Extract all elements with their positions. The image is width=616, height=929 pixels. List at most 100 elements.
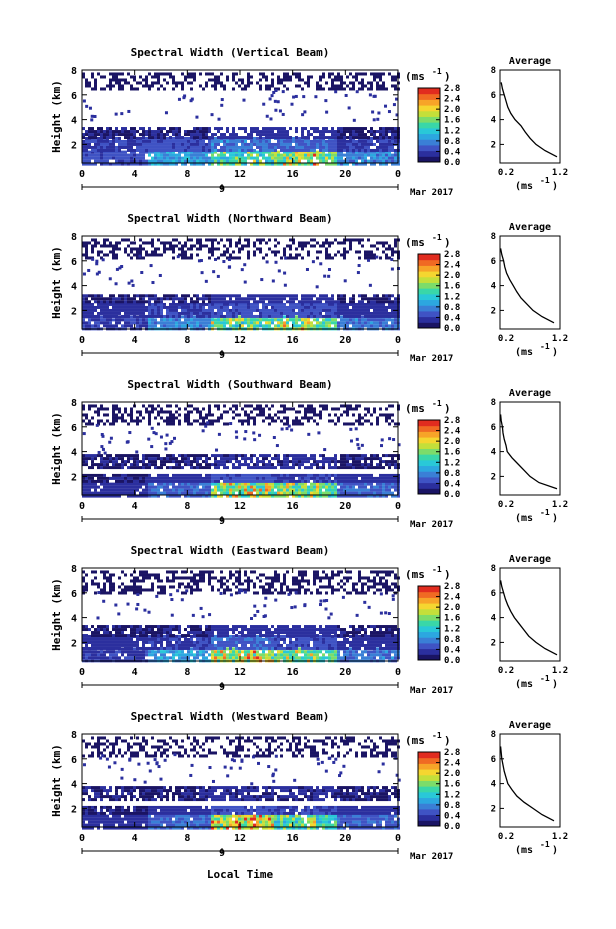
heatmap-cell xyxy=(118,315,121,319)
heatmap-cell xyxy=(361,156,364,160)
heatmap-cell xyxy=(82,272,86,276)
heatmap-cell xyxy=(109,488,112,492)
heatmap-cell xyxy=(229,460,232,464)
heatmap-cell xyxy=(193,315,196,319)
heatmap-cell xyxy=(112,457,115,461)
heatmap-cell xyxy=(277,297,280,301)
heatmap-cell xyxy=(382,482,385,486)
heatmap-cell xyxy=(259,410,262,414)
heatmap-cell xyxy=(184,136,187,140)
heatmap-cell xyxy=(145,253,148,257)
heatmap-cell xyxy=(139,294,142,298)
heatmap-cell xyxy=(391,302,394,306)
heatmap-cell xyxy=(244,473,247,477)
heatmap-cell xyxy=(94,145,97,149)
heatmap-cell xyxy=(115,247,118,251)
heatmap-cell xyxy=(166,460,169,464)
heatmap-cell xyxy=(208,308,211,312)
heatmap-cell xyxy=(163,318,166,322)
heatmap-cell xyxy=(166,305,169,309)
heatmap-cell xyxy=(247,413,250,417)
x-tick-label: 12 xyxy=(234,335,246,346)
heatmap-cell xyxy=(244,494,247,498)
heatmap-cell xyxy=(154,460,157,464)
heatmap-cell xyxy=(349,156,352,160)
heatmap-cell xyxy=(385,473,388,477)
heatmap-cell xyxy=(244,404,247,408)
heatmap-cell xyxy=(157,422,160,426)
heatmap-cell xyxy=(271,300,274,304)
heatmap-cell xyxy=(361,72,364,76)
heatmap-cell xyxy=(187,305,190,309)
heatmap-cell xyxy=(136,321,139,325)
heatmap-cell xyxy=(142,302,145,306)
heatmap-cell xyxy=(286,162,289,166)
heatmap-cell xyxy=(130,136,133,140)
heatmap-cell xyxy=(371,110,375,114)
heatmap-cell xyxy=(232,159,235,163)
heatmap-cell xyxy=(154,311,157,315)
heatmap-cell xyxy=(253,142,256,146)
heatmap-cell xyxy=(211,488,214,492)
heatmap-cell xyxy=(379,297,382,301)
heatmap-cell xyxy=(196,241,199,245)
heatmap-cell xyxy=(316,314,319,318)
heatmap-cell xyxy=(220,485,223,489)
heatmap-cell xyxy=(274,297,277,301)
heatmap-cell xyxy=(262,494,265,498)
heatmap-cell xyxy=(301,300,304,304)
heatmap-cell xyxy=(160,297,163,301)
heatmap-cell xyxy=(205,324,208,328)
heatmap-cell xyxy=(394,454,397,458)
heatmap-cell xyxy=(94,300,97,304)
heatmap-cell xyxy=(190,466,193,470)
heatmap-cell xyxy=(208,305,211,309)
heatmap-cell xyxy=(190,162,193,166)
heatmap-cell xyxy=(310,476,313,480)
heatmap-cell xyxy=(373,457,376,461)
heatmap-cell xyxy=(100,466,103,470)
heatmap-cell xyxy=(349,72,352,76)
heatmap-cell xyxy=(286,148,289,152)
heatmap-cell xyxy=(133,311,136,315)
heatmap-cell xyxy=(157,156,160,160)
heatmap-cell xyxy=(364,466,367,470)
heatmap-cell xyxy=(352,159,355,163)
heatmap-cell xyxy=(343,314,346,318)
heatmap-cell xyxy=(91,150,94,154)
heatmap-cell xyxy=(112,162,115,166)
heatmap-cell xyxy=(295,491,298,495)
heatmap-cell xyxy=(280,130,283,134)
heatmap-cell xyxy=(289,488,292,492)
heatmap-cell xyxy=(331,305,334,309)
heatmap-cell xyxy=(394,87,397,91)
heatmap-cell xyxy=(364,491,367,495)
heatmap-cell xyxy=(85,247,88,251)
heatmap-cell xyxy=(361,482,364,486)
heatmap-cell xyxy=(94,404,97,408)
heatmap-cell xyxy=(349,297,352,301)
heatmap-cell xyxy=(226,159,229,163)
heatmap-cell xyxy=(337,321,340,325)
heatmap-cell xyxy=(82,473,85,477)
heatmap-cell xyxy=(184,148,187,152)
heatmap-cell xyxy=(85,491,88,495)
heatmap-cell xyxy=(91,75,94,79)
heatmap-cell xyxy=(346,250,349,254)
heatmap-cell xyxy=(91,473,94,477)
heatmap-cell xyxy=(265,148,268,152)
heatmap-cell xyxy=(367,297,370,301)
heatmap-cell xyxy=(115,72,118,76)
heatmap-cell xyxy=(280,314,283,318)
y-tick-label: 2 xyxy=(71,306,77,317)
heatmap-cell xyxy=(298,476,301,480)
heatmap-cell xyxy=(349,159,352,163)
heatmap-cell xyxy=(106,476,109,480)
heatmap-cell xyxy=(82,300,85,304)
heatmap-cell xyxy=(337,297,340,301)
heatmap-cell xyxy=(250,473,253,477)
heatmap-cell xyxy=(337,150,340,154)
heatmap-cell xyxy=(97,419,100,423)
heatmap-cell xyxy=(310,145,313,149)
